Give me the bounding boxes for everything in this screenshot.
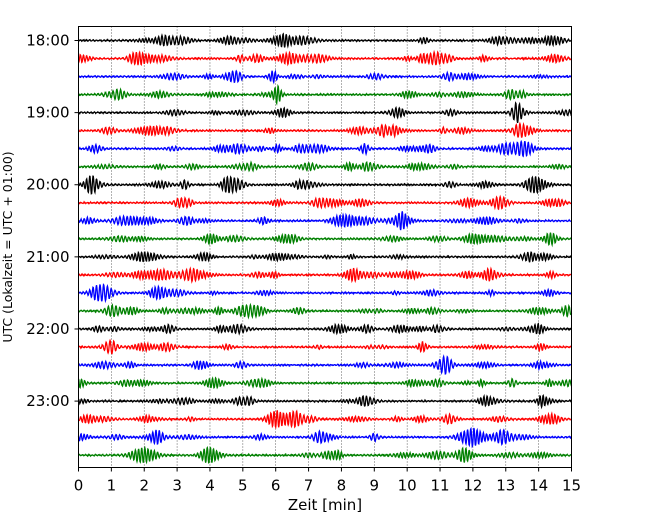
trace-row-4	[78, 101, 572, 124]
x-tick-label-14: 14	[529, 477, 548, 495]
trace-row-23	[78, 445, 572, 465]
x-tick-label-10: 10	[398, 477, 417, 495]
y-tick-label-0: 18:00	[26, 32, 69, 50]
y-axis: 18:00 19:00 20:00 21:00 22:00 23:00	[26, 32, 79, 410]
x-tick-label-11: 11	[430, 477, 449, 495]
trace-row-12	[78, 250, 573, 263]
x-tick-label-7: 7	[304, 477, 314, 495]
x-axis-label: Zeit [min]	[288, 496, 362, 514]
trace-row-15	[77, 302, 573, 320]
trace-row-20	[77, 393, 573, 410]
trace-row-16	[78, 322, 572, 336]
x-tick-label-8: 8	[337, 477, 347, 495]
trace-row-11	[78, 232, 572, 248]
y-tick-label-2: 20:00	[26, 176, 69, 194]
x-tick-label-12: 12	[463, 477, 482, 495]
trace-row-7	[78, 160, 573, 173]
x-tick-label-5: 5	[238, 477, 248, 495]
x-tick-label-13: 13	[496, 477, 515, 495]
trace-row-22	[77, 426, 572, 449]
trace-row-6	[78, 139, 572, 158]
trace-row-17	[78, 338, 572, 355]
x-tick-label-3: 3	[172, 477, 182, 495]
y-tick-label-4: 22:00	[26, 320, 69, 338]
trace-row-9	[77, 194, 572, 211]
x-tick-label-4: 4	[205, 477, 215, 495]
trace-row-0	[77, 32, 573, 49]
y-axis-label: UTC (Lokalzeit = UTC + 01:00)	[0, 151, 15, 342]
plot-frame	[78, 26, 572, 468]
y-tick-label-5: 23:00	[26, 392, 69, 410]
trace-row-5	[78, 121, 573, 139]
trace-row-2	[78, 69, 573, 85]
x-tick-label-0: 0	[74, 477, 84, 495]
trace-row-8	[77, 175, 572, 195]
y-tick-label-1: 19:00	[26, 104, 69, 122]
x-tick-label-1: 1	[107, 477, 117, 495]
trace-row-14	[78, 283, 572, 304]
trace-row-18	[78, 354, 572, 375]
x-tick-label-9: 9	[370, 477, 380, 495]
seismic-traces	[77, 32, 573, 465]
x-tick-label-15: 15	[562, 477, 581, 495]
x-axis: 0 1 2 3 4 5 6 7 8 9 10 11 12 13 14 15	[74, 467, 581, 495]
trace-row-3	[77, 83, 572, 106]
trace-row-21	[77, 409, 573, 430]
trace-row-1	[77, 49, 573, 67]
trace-row-19	[77, 376, 573, 390]
trace-row-10	[78, 211, 572, 231]
trace-row-13	[78, 266, 572, 284]
x-tick-label-2: 2	[139, 477, 149, 495]
x-tick-label-6: 6	[271, 477, 281, 495]
y-tick-label-3: 21:00	[26, 248, 69, 266]
